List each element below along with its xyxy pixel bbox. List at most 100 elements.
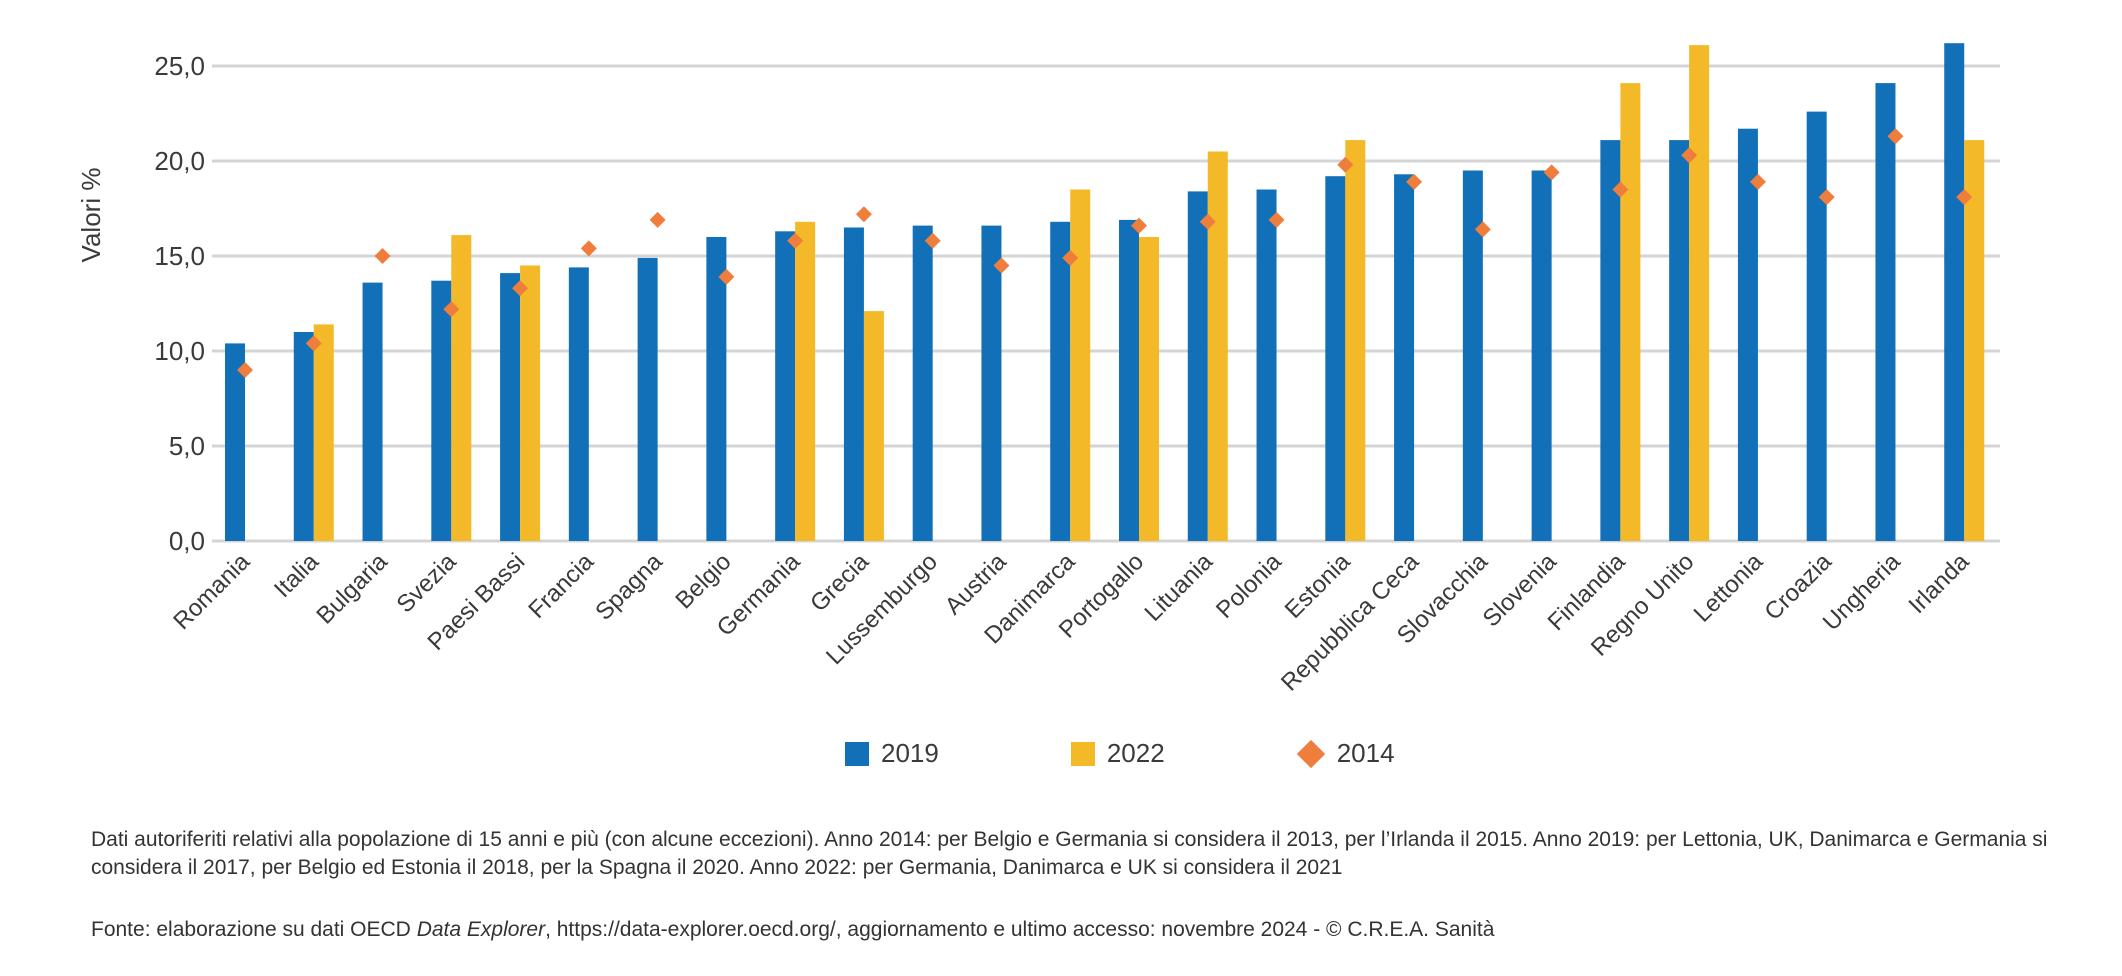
marker-2014 — [855, 206, 872, 223]
bar-2019 — [1669, 140, 1690, 541]
bar-2019 — [1462, 170, 1483, 541]
bar-2019 — [225, 343, 245, 541]
bar-2022 — [1620, 83, 1641, 541]
bar-2019 — [293, 332, 314, 541]
marker-2014 — [1749, 173, 1766, 190]
bar-2022 — [1689, 45, 1710, 541]
marker-2014 — [580, 240, 597, 257]
bar-2019 — [637, 257, 658, 541]
legend: 2019 2022 2014 — [845, 738, 1475, 769]
x-tick-label: Polonia — [1211, 548, 1287, 624]
marker-2014 — [1543, 164, 1560, 181]
bar-2019 — [1531, 170, 1552, 541]
bar-2019 — [1394, 174, 1415, 542]
legend-swatch-2022 — [1070, 741, 1095, 766]
legend-swatch-2019 — [845, 741, 869, 766]
y-tick-label: 10,0 — [154, 336, 205, 366]
source-prefix: Fonte: elaborazione su dati OECD — [91, 918, 417, 941]
marker-2014 — [1062, 249, 1079, 266]
bar-2019 — [1119, 219, 1139, 541]
bar-2022 — [1070, 189, 1091, 541]
marker-2014 — [1199, 213, 1216, 230]
legend-item-2019: 2019 — [845, 738, 939, 769]
bar-2019 — [500, 273, 521, 541]
bar-2019 — [1325, 176, 1346, 541]
bar-2022 — [1207, 151, 1228, 541]
marker-2014 — [924, 232, 941, 249]
bar-chart: 0,0 5,0 10,0 15,0 20,0 25,0 Valori % Romania I… — [76, 43, 2000, 697]
marker-2014 — [443, 301, 460, 318]
y-tick-label: 25,0 — [154, 51, 205, 81]
marker-2014 — [1818, 189, 1835, 206]
marker-2014 — [374, 248, 391, 264]
bar-2019 — [1050, 221, 1071, 542]
bar-2022 — [451, 235, 472, 541]
marker-2014 — [1406, 173, 1423, 190]
bar-2019 — [1187, 191, 1208, 541]
marker-2014 — [305, 335, 322, 352]
x-tick-label: Irlanda — [1903, 548, 1974, 619]
bar-2019 — [1600, 140, 1621, 541]
y-axis-ticks: 0,0 5,0 10,0 15,0 20,0 25,0 — [154, 51, 205, 556]
marker-2014 — [1612, 181, 1629, 198]
x-tick-label: Francia — [523, 548, 599, 624]
legend-label-2019: 2019 — [881, 738, 939, 768]
bars — [225, 43, 1985, 542]
x-tick-label: Bulgaria — [311, 548, 393, 630]
x-tick-label: Italia — [269, 548, 324, 603]
x-tick-label: Lettonia — [1689, 548, 1769, 628]
marker-2014 — [1887, 128, 1904, 145]
bar-2019 — [706, 237, 727, 541]
bar-2022 — [863, 311, 884, 541]
legend-diamond-icon — [1296, 739, 1325, 768]
marker-2014 — [1337, 156, 1354, 173]
marker-2014 — [1474, 221, 1491, 238]
bar-2019 — [775, 231, 796, 542]
x-tick-label: Spagna — [590, 548, 668, 626]
bar-2019 — [1737, 128, 1758, 541]
source-italic: Data Explorer — [416, 918, 546, 941]
y-axis-title: Valori % — [76, 168, 106, 263]
bar-2019 — [1806, 111, 1827, 541]
bar-2019 — [1256, 189, 1277, 541]
bar-2019 — [912, 225, 933, 541]
marker-2014 — [1956, 189, 1973, 206]
bar-2019 — [981, 225, 1002, 541]
footnote: Dati autoriferiti relativi alla popolazi… — [91, 828, 2048, 879]
source-suffix: , https://data-explorer.oecd.org/, aggio… — [545, 918, 1495, 941]
y-tick-label: 15,0 — [154, 241, 205, 271]
marker-2014 — [1681, 147, 1698, 164]
bar-2019 — [431, 280, 452, 541]
legend-label-2014: 2014 — [1336, 738, 1395, 768]
marker-2014 — [993, 257, 1010, 274]
marker-2014 — [787, 232, 804, 249]
bar-2019 — [843, 227, 864, 541]
x-tick-label: Lituania — [1139, 548, 1218, 627]
source-note: Fonte: elaborazione su dati OECD Data Ex… — [91, 918, 1494, 942]
bar-2022 — [1964, 140, 1985, 541]
bar-2022 — [313, 324, 334, 541]
bar-2019 — [568, 267, 589, 541]
x-tick-label: Ungheria — [1818, 548, 1906, 636]
legend-item-2014: 2014 — [1296, 738, 1395, 769]
marker-2014 — [1131, 217, 1147, 234]
legend-label-2022: 2022 — [1106, 738, 1165, 768]
bar-2022 — [1345, 140, 1366, 541]
marker-2014 — [512, 280, 529, 297]
bar-2019 — [362, 282, 383, 541]
gridlines — [212, 64, 2000, 543]
x-tick-label: Romania — [168, 548, 255, 635]
marker-2014 — [1268, 211, 1285, 228]
bar-2019 — [1944, 43, 1965, 541]
x-tick-label: Belgio — [670, 548, 736, 614]
y-tick-label: 0,0 — [169, 526, 205, 556]
y-tick-label: 20,0 — [154, 146, 205, 176]
bar-2022 — [1139, 237, 1159, 541]
marker-2014 — [237, 362, 253, 378]
y-tick-label: 5,0 — [169, 431, 205, 461]
bar-2022 — [795, 221, 816, 542]
legend-item-2022: 2022 — [1070, 738, 1165, 769]
bar-2019 — [1875, 83, 1896, 541]
markers — [237, 128, 1973, 378]
